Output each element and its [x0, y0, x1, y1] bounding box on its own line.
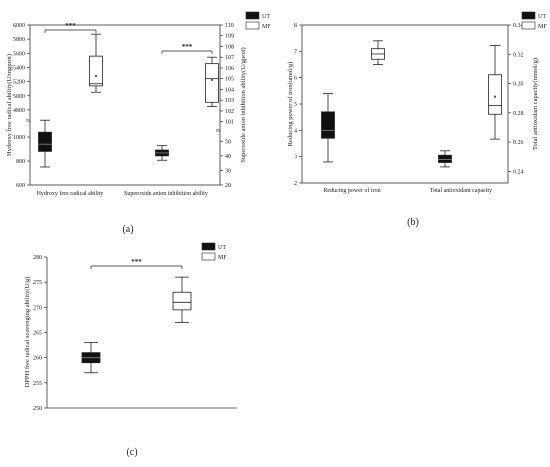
legend-label-ut: UT	[262, 14, 270, 20]
y-tick-label-a-right: 109	[225, 34, 234, 40]
y-axis-label-b-left: Reducing power of iron(umol/g)	[287, 62, 294, 147]
y-axis-label-b-right: Total antioxidant capacity(mmol/g)	[532, 58, 539, 150]
y-tick-label-a-left: 5200	[13, 80, 25, 86]
legend-label-mf: MF	[262, 24, 271, 30]
y-tick-label-a-right: 110	[225, 23, 234, 29]
y-tick-label-a-right: 30	[225, 168, 231, 174]
legend-swatch-ut	[245, 11, 260, 20]
y-tick-label-a-right: 40	[225, 154, 231, 160]
significance-label-a-0: ***	[65, 22, 76, 30]
y-tick-label-c: 270	[33, 305, 42, 311]
y-tick-label-a-left: 600	[16, 183, 25, 189]
plot-frame-a	[29, 24, 221, 186]
y-tick-label-a-left: 1000	[13, 135, 25, 141]
y-tick-label-b-left: 4	[294, 128, 297, 134]
y-tick-label-a-right: 20	[225, 183, 231, 189]
panel-label-a: (a)	[122, 224, 133, 235]
y-tick-label-b-left: 8	[294, 23, 297, 29]
y-tick-label-a-right: 103	[225, 98, 234, 104]
y-tick-label-c: 255	[33, 381, 42, 387]
y-tick-label-b-left: 7	[294, 49, 297, 55]
box-b-mf-1-box	[488, 74, 502, 115]
box-b-mf-1-mean	[494, 95, 496, 98]
legend-label-ut: UT	[218, 245, 226, 251]
axis-break-right-a: ≈	[216, 126, 221, 135]
legend-swatch-mf	[245, 21, 260, 30]
y-tick-label-a-right: 105	[225, 77, 234, 83]
y-tick-label-b-right: 0.32	[513, 52, 524, 58]
panel-b: 2 3 4 5 6 7 8 0.24 0.26 0.28 0.30 0.32 0.34 Reducing …	[287, 11, 547, 228]
legend-swatch-ut	[521, 11, 536, 20]
y-tick-label-c: 265	[33, 331, 42, 337]
y-tick-label-c: 260	[33, 356, 42, 362]
x-tick-label-a: Hydroxy free radical ability	[37, 190, 104, 197]
y-tick-label-a-right: 108	[225, 44, 234, 50]
y-tick-label-a-right: 107	[225, 55, 234, 61]
y-tick-label-a-left: 5800	[13, 37, 25, 43]
y-axis-label-a-left: Hydroxy free radical ability(U/mgprot)	[6, 54, 13, 156]
x-tick-label-a: Superoxide anion inhibition ability	[124, 191, 208, 197]
plot-frame-b	[301, 24, 509, 184]
legend-label-mf: MF	[218, 255, 227, 261]
y-tick-label-a-left: 5000	[13, 94, 25, 100]
y-axis-label-c: DPPH free radical scavenging ability(U/g…	[24, 277, 31, 388]
box-a-ut-0-box	[38, 131, 52, 152]
y-tick-label-a-right: 102	[225, 109, 234, 115]
panel-label-b: (b)	[407, 217, 419, 228]
legend-swatch-mf	[521, 21, 536, 30]
box-c-mf-box	[172, 291, 192, 311]
y-tick-label-b-left: 2	[294, 181, 297, 187]
y-tick-label-a-left: 4800	[13, 108, 25, 114]
axis-break-left-a: ≈	[26, 116, 31, 125]
y-tick-label-c: 280	[33, 255, 42, 261]
legend-label-mf: MF	[538, 24, 547, 30]
significance-label-c: ***	[131, 258, 142, 266]
box-b-ut-0-box	[321, 111, 335, 139]
x-tick-label-b: Total antioxidant capacity	[430, 188, 492, 194]
y-tick-label-a-right: 106	[225, 66, 234, 72]
legend-swatch-mf	[201, 252, 216, 261]
y-tick-label-a-left: 6000	[13, 23, 25, 29]
y-tick-label-b-right: 0.24	[513, 169, 524, 175]
x-tick-label-b: Reducing power of iron	[323, 187, 380, 194]
y-tick-label-a-left: 5600	[13, 51, 25, 57]
y-tick-label-a-left: 800	[16, 159, 25, 165]
y-tick-label-b-left: 5	[294, 102, 297, 108]
y-tick-label-c: 275	[33, 280, 42, 286]
significance-label-a-1: ***	[182, 43, 193, 51]
y-tick-label-a-right: 50	[225, 139, 231, 145]
legend-label-ut: UT	[538, 14, 546, 20]
panel-c: 250 255 260 265 270 275 280 DPPH free radical s…	[24, 242, 237, 458]
legend-swatch-ut	[201, 242, 216, 251]
y-tick-label-c: 250	[33, 406, 42, 412]
box-b-ut-1-box	[438, 154, 452, 163]
box-a-mf-0-mean	[95, 74, 97, 77]
y-axis-label-a-right: Superoxide anion inhibition ability(U/gp…	[240, 47, 247, 162]
panel-label-c: (c)	[126, 447, 137, 458]
y-tick-label-a-right: 101	[225, 120, 234, 126]
y-tick-label-a-right: 104	[225, 87, 234, 93]
box-a-mf-1-box	[205, 63, 219, 103]
y-tick-label-b-left: 6	[294, 76, 297, 82]
y-tick-label-b-right: 0.28	[513, 111, 524, 117]
y-tick-label-b-right: 0.30	[513, 82, 524, 88]
y-tick-label-a-left: 5400	[13, 65, 25, 71]
box-a-mf-1-mean	[211, 78, 213, 81]
panel-a: ≈ ≈600 800 1000 4800 5000 5200 5400 5600 5800 6000…	[6, 11, 271, 235]
y-tick-label-b-left: 3	[294, 155, 297, 161]
y-tick-label-b-right: 0.34	[513, 23, 524, 29]
y-tick-label-b-right: 0.26	[513, 140, 524, 146]
box-a-mf-0-box	[89, 55, 103, 87]
